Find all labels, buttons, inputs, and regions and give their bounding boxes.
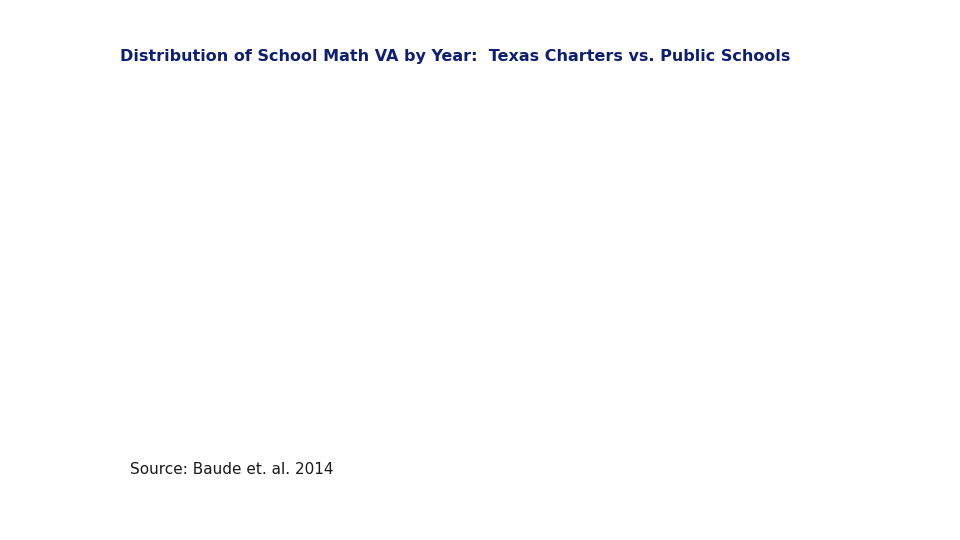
Text: Source: Baude et. al. 2014: Source: Baude et. al. 2014 <box>130 462 333 477</box>
Text: Distribution of School Math VA by Year:  Texas Charters vs. Public Schools: Distribution of School Math VA by Year: … <box>120 49 790 64</box>
